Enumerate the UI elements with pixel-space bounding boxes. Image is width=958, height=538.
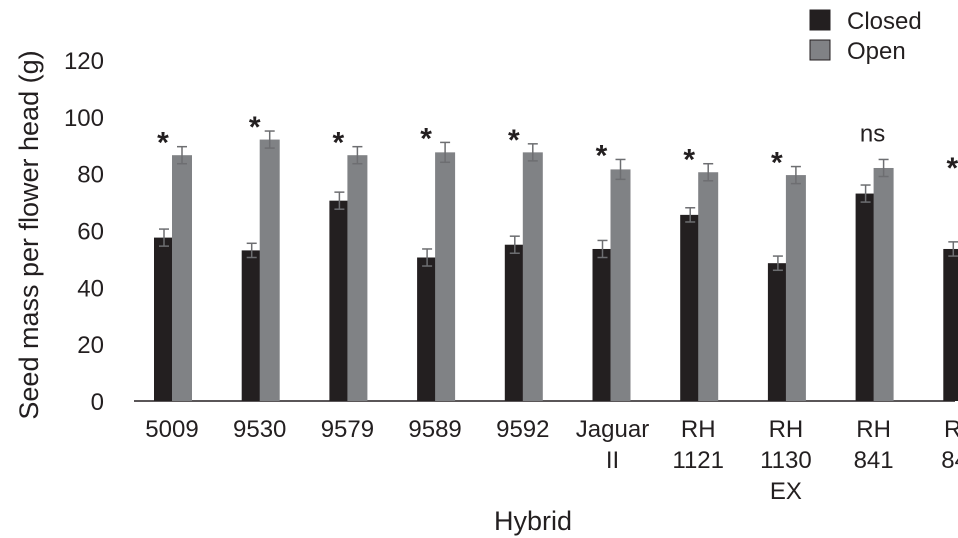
y-tick-label: 100 <box>64 105 104 132</box>
x-tick-label: RH <box>681 416 716 443</box>
significance-label: * <box>596 139 608 172</box>
bar-closed <box>943 248 958 401</box>
x-axis: 5009 9530 9579 9589 9592 Jaguar II RH 1121 RH 1130… <box>145 416 958 505</box>
x-tick-label: 5009 <box>145 416 198 443</box>
x-tick-label: 9589 <box>408 416 461 443</box>
bar-open <box>259 139 280 402</box>
significance-label: * <box>508 124 520 157</box>
bar-closed <box>329 200 350 401</box>
bar-open <box>610 169 631 401</box>
x-tick-label: 843 <box>941 447 958 474</box>
x-tick-label: 1121 <box>672 447 724 474</box>
y-tick-label: 40 <box>77 275 104 302</box>
y-axis: 0 20 40 60 80 100 120 <box>64 48 955 416</box>
y-tick-label: 120 <box>64 48 104 75</box>
significance-label: * <box>771 147 783 180</box>
x-axis-label: Hybrid <box>494 506 572 536</box>
legend-swatch-closed <box>809 9 831 31</box>
y-tick-label: 60 <box>77 219 104 246</box>
significance-label: * <box>333 127 345 160</box>
significance-annotations: * * * * * * * * ns * <box>157 111 958 185</box>
significance-label: * <box>157 127 169 160</box>
legend-label-closed: Closed <box>847 8 922 35</box>
bar-open <box>435 152 456 401</box>
legend: Closed Open <box>809 8 922 65</box>
x-tick-label: 9579 <box>321 416 374 443</box>
y-axis-label: Seed mass per flower head (g) <box>14 50 44 419</box>
legend-label-open: Open <box>847 38 906 65</box>
bar-open <box>785 175 806 401</box>
bar-open <box>522 152 543 401</box>
y-tick-label: 0 <box>91 389 104 416</box>
x-tick-label: II <box>606 447 619 474</box>
bar-closed <box>767 263 788 401</box>
bar-open <box>172 155 192 401</box>
x-tick-label: RH <box>856 416 891 443</box>
x-tick-label: RH <box>944 416 958 443</box>
bar-closed <box>592 248 613 401</box>
bar-open <box>347 155 368 401</box>
bar-open <box>873 167 894 401</box>
significance-label: * <box>249 111 261 144</box>
x-tick-label: 1130 <box>760 447 812 474</box>
bar-closed <box>154 237 174 401</box>
bar-closed <box>417 257 438 401</box>
legend-swatch-open <box>809 39 831 61</box>
y-tick-label: 20 <box>77 332 104 359</box>
significance-label: * <box>683 144 695 177</box>
significance-label: * <box>946 152 958 185</box>
bar-open <box>698 172 719 401</box>
x-tick-label: 841 <box>854 447 894 474</box>
x-tick-label: EX <box>770 478 802 505</box>
bar-closed <box>504 244 525 401</box>
x-tick-label: RH <box>769 416 804 443</box>
significance-label: * <box>420 122 432 155</box>
y-tick-label: 80 <box>77 162 104 189</box>
bar-closed <box>241 250 262 401</box>
x-tick-label: 9592 <box>496 416 549 443</box>
bar-closed <box>680 214 701 401</box>
x-tick-label: Jaguar <box>576 416 649 443</box>
bar-closed <box>855 193 876 401</box>
bars <box>154 130 958 402</box>
significance-label: ns <box>860 120 885 147</box>
x-tick-label: 9530 <box>233 416 286 443</box>
